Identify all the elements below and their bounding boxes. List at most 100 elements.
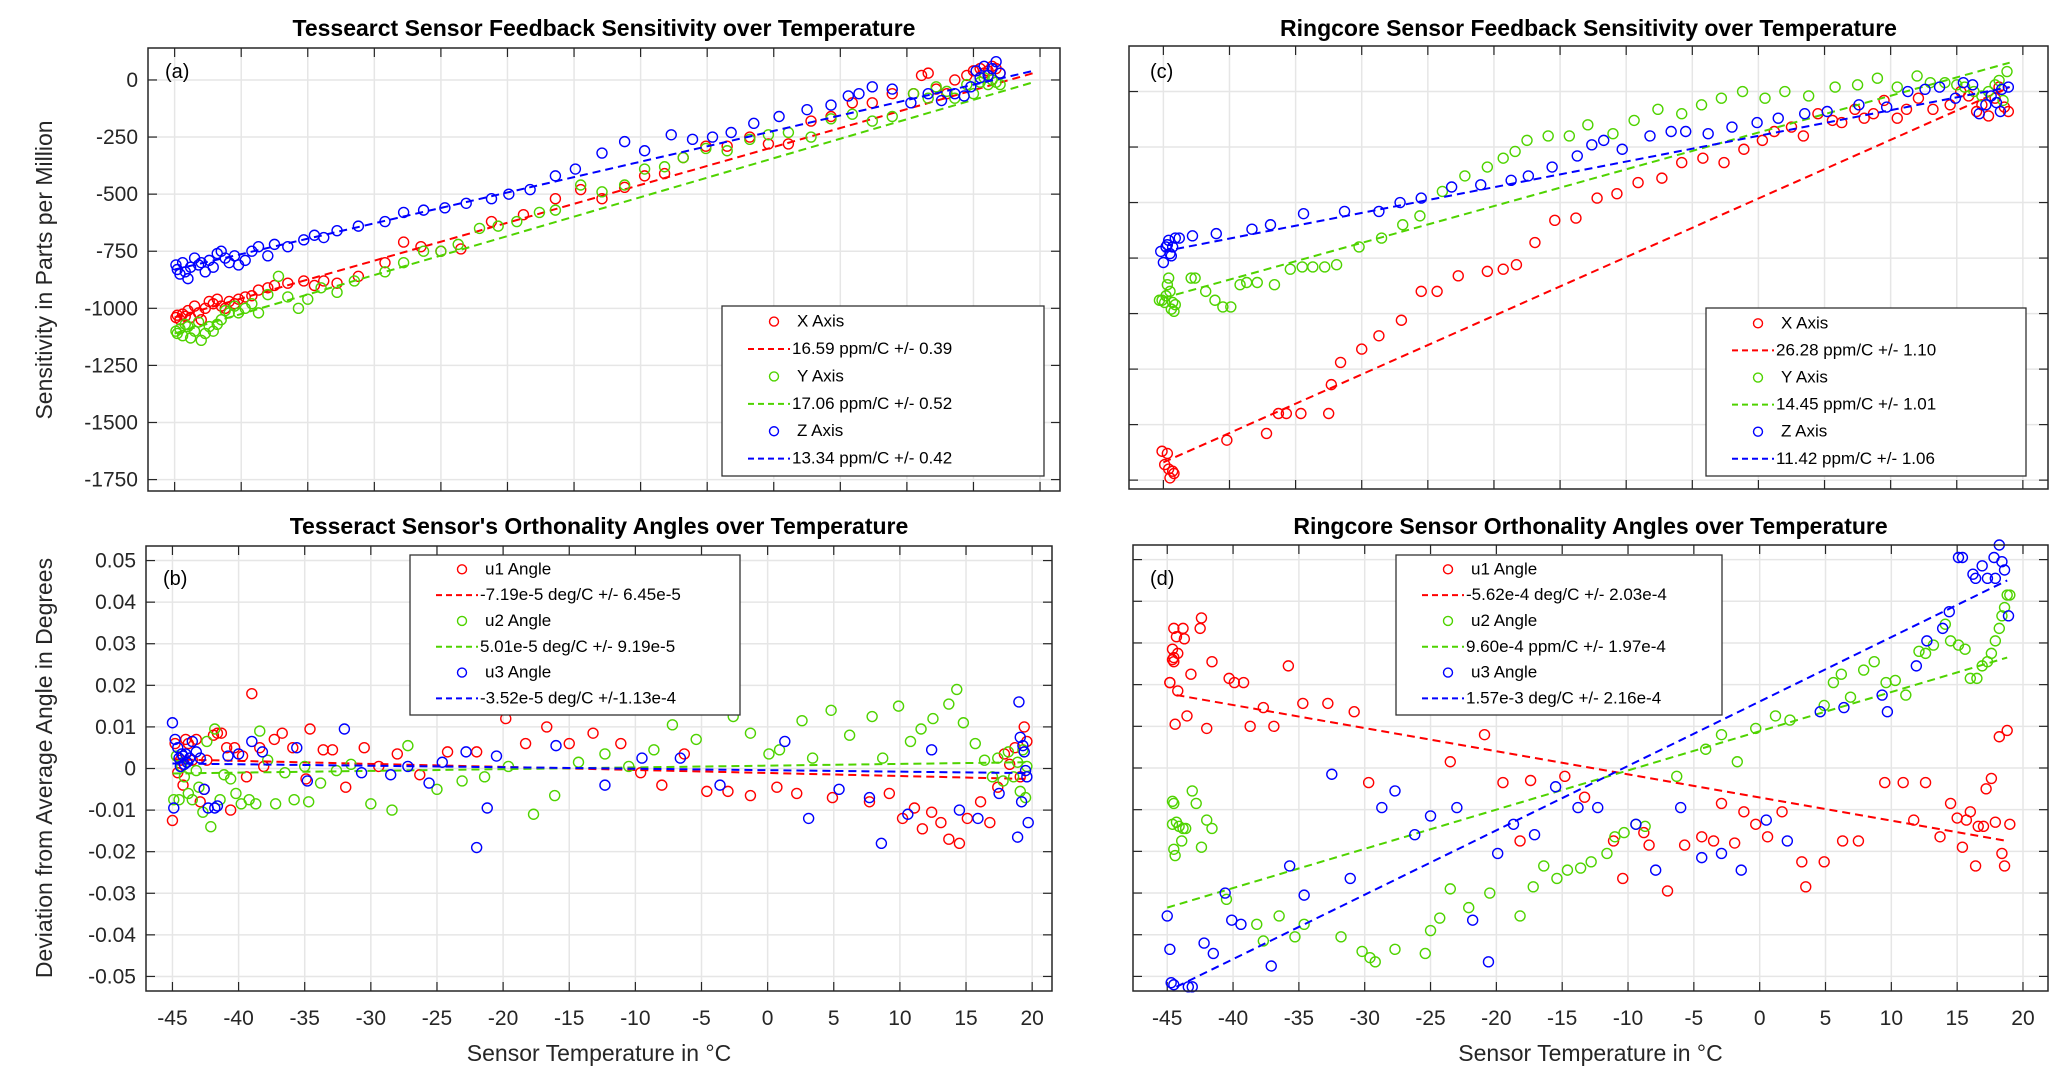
data-point [1881,706,1894,718]
x-tick-label: -35 [1284,1007,1314,1030]
legend-label: Y Axis [797,366,844,385]
data-point [1273,910,1285,922]
axes-frame [147,47,1061,492]
legend-fit-label: 1.57e-3 deg/C +/- 2.16e-4 [1466,688,1661,707]
data-point [953,837,966,850]
data-point [1348,706,1360,718]
data-point [1419,947,1431,960]
data-point [1282,660,1295,672]
data-point [1414,210,1426,222]
chart-title: Ringcore Sensor Feedback Sensitivity ove… [1280,15,1897,41]
data-point [485,193,498,205]
data-point [773,744,786,756]
x-tick-label: -25 [1415,1007,1445,1030]
data-point [1434,912,1446,924]
y-tick-label: 0.03 [95,633,136,656]
panel-a-sensitivity-tesseract: 0 -250 -500 -750 -1000 -1250 -1500 -1750 (a) Tess… [84,15,1061,492]
data-point [1257,701,1270,714]
data-point [1235,918,1247,931]
legend-marker [1442,564,1454,575]
data-point [678,748,691,760]
data-point [1397,219,1409,231]
x-tick-label: -30 [1350,1007,1380,1030]
data-point [1169,232,1181,244]
data-point [1542,130,1554,142]
data-point [527,808,540,820]
data-point [182,787,195,800]
data-point [1818,856,1830,868]
data-point [190,746,202,758]
data-point [1168,622,1180,635]
data-point [618,135,631,148]
data-point [166,814,179,827]
data-point [826,791,839,804]
data-point [1728,837,1741,849]
data-point [177,779,189,791]
data-point [1591,192,1603,204]
data-point [1173,232,1185,244]
data-point [1436,185,1449,198]
data-point [205,821,217,833]
data-point [179,748,192,760]
data-point [1482,956,1495,968]
data-point [291,742,303,754]
data-point [1738,143,1750,155]
data-point [287,742,299,754]
data-point [596,186,608,198]
fit-line [1176,579,2008,988]
data-point [1169,849,1181,862]
data-point [1497,776,1509,789]
data-point [1676,156,1688,169]
data-point [1912,92,1925,104]
data-point [1013,696,1025,708]
data-point [533,206,546,219]
data-point [1878,94,1890,107]
data-point [352,220,365,232]
x-tick-label: -20 [488,1007,518,1030]
data-point [843,729,856,741]
data-point [1538,860,1550,872]
data-point [575,183,587,196]
x-tick-label: -5 [692,1007,711,1030]
data-point [1356,343,1368,355]
data-point [1836,835,1849,847]
data-point [340,781,352,793]
data-point [166,717,179,729]
data-point [1510,259,1523,271]
data-point [1617,872,1629,885]
y-tick-label: -0.04 [88,924,136,947]
data-point [397,256,410,269]
data-point [1989,572,2002,585]
data-point [1007,771,1020,783]
data-point [460,197,472,209]
data-point [1769,710,1782,722]
data-point [1715,728,1728,741]
data-point [182,272,194,285]
data-point [875,837,888,850]
x-tick-label: 5 [828,1007,840,1030]
data-point [886,110,898,123]
data-point [1481,161,1494,173]
data-point [935,816,947,829]
legend-box [1705,307,2027,477]
data-point [1998,564,2011,576]
data-point [198,783,210,795]
data-point [511,215,523,228]
data-point [638,163,651,175]
data-point [744,789,757,802]
data-point [1797,130,1810,142]
data-point [1781,835,1794,847]
data-point [220,742,233,754]
data-point [1897,776,1909,789]
data-point [974,796,987,808]
data-point [1718,156,1730,169]
data-point [1415,285,1427,298]
legend-label: Y Axis [1781,368,1828,387]
series-z-axis [1155,76,2015,269]
data-point [2001,65,2013,78]
data-point [252,240,265,253]
panel-tag: (a) [165,61,189,83]
data-point [1980,783,1992,795]
data-point [1561,864,1574,876]
data-point [224,773,237,785]
